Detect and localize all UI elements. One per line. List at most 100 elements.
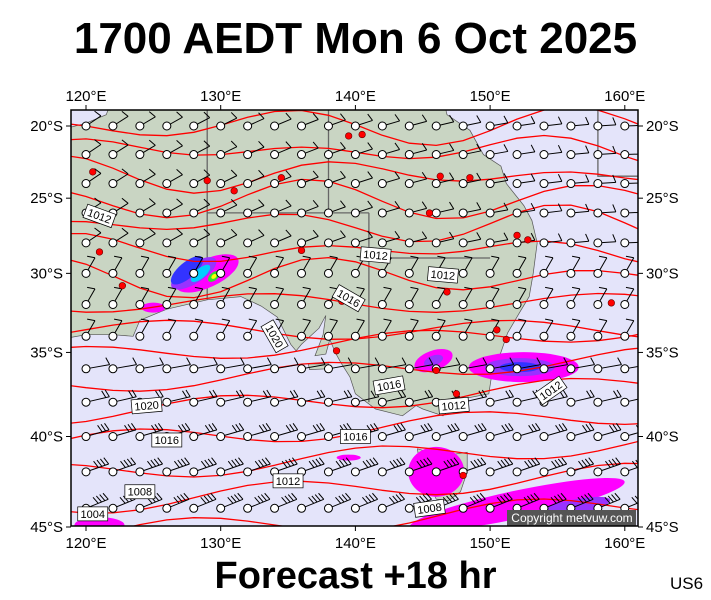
wind-barb-feather xyxy=(240,357,245,365)
wind-barb-feather xyxy=(527,495,533,503)
city-dot xyxy=(358,130,366,139)
wind-station xyxy=(485,268,495,278)
wind-barb-feather xyxy=(293,389,299,398)
wind-station xyxy=(243,467,253,477)
wind-station xyxy=(377,331,387,341)
wind-barb-feather xyxy=(346,423,352,431)
wind-barb-feather xyxy=(318,457,325,465)
wind-barb-feather xyxy=(469,496,476,504)
wind-station xyxy=(323,397,333,407)
wind-barb-feather xyxy=(530,202,536,211)
wind-barb-feather xyxy=(491,255,500,259)
wind-barb-feather xyxy=(101,390,107,398)
wind-barb-feather xyxy=(561,457,568,465)
wind-barb-feather xyxy=(394,230,401,239)
wind-station xyxy=(323,268,333,278)
wind-station xyxy=(566,364,576,374)
wind-barb-feather xyxy=(530,494,537,501)
wind-barb-feather xyxy=(644,390,648,397)
wind-barb-feather xyxy=(238,423,245,431)
wind-barb-feather xyxy=(234,458,241,466)
wind-barb-feather xyxy=(640,391,644,398)
wind-barb-feather xyxy=(389,460,396,468)
isobar-label: 1012 xyxy=(272,473,304,489)
wind-barb-feather xyxy=(503,115,509,124)
wind-station xyxy=(404,397,414,407)
wind-barb-feather xyxy=(571,255,581,259)
wind-station xyxy=(431,331,441,341)
wind-barb-feather xyxy=(588,457,595,465)
wind-barb-feather xyxy=(557,145,563,153)
wind-station xyxy=(323,150,333,160)
wind-barb-feather xyxy=(347,389,353,398)
wind-station xyxy=(108,299,118,309)
wind-station xyxy=(108,238,118,248)
wind-barb-feather xyxy=(230,495,237,503)
wind-station xyxy=(270,121,280,131)
wind-station xyxy=(458,331,468,341)
wind-station xyxy=(404,432,414,442)
wind-barb-feather xyxy=(557,458,564,466)
city-dot xyxy=(452,390,461,398)
wind-barb-feather xyxy=(312,113,319,120)
isobar-label: 1020 xyxy=(130,396,163,415)
wind-station xyxy=(108,364,118,374)
wind-barb-feather xyxy=(258,169,265,177)
isobar-label-box xyxy=(533,375,568,406)
wind-barb-feather xyxy=(173,460,180,468)
wind-barb-feather xyxy=(314,494,321,501)
wind-station xyxy=(81,364,91,374)
wind-station xyxy=(162,299,172,309)
wind-station xyxy=(593,268,603,278)
wind-station xyxy=(593,397,603,407)
wind-barb-feather xyxy=(130,457,137,465)
wind-barb-feather xyxy=(607,495,614,503)
wind-barb-feather xyxy=(335,460,342,468)
wind-barb-feather xyxy=(211,457,217,465)
wind-station xyxy=(297,364,307,374)
wind-barb-feather xyxy=(230,112,238,119)
wind-barb-feather xyxy=(449,201,455,210)
wind-station xyxy=(243,397,253,407)
wind-barb-feather xyxy=(176,495,183,503)
wind-barb-feather xyxy=(580,495,587,503)
isobar xyxy=(71,178,638,220)
wind-barb-feather xyxy=(419,495,426,503)
wind-barb-feather xyxy=(392,495,399,503)
wind-station xyxy=(162,121,172,131)
wind-station xyxy=(539,179,549,189)
wind-station xyxy=(485,397,495,407)
wind-barb-feather xyxy=(211,423,218,431)
wind-station xyxy=(216,503,226,513)
isobar xyxy=(71,347,638,392)
wind-barb-feather xyxy=(119,496,126,504)
isobar-label: 1016 xyxy=(151,432,183,448)
wind-barb-feather xyxy=(367,113,373,121)
wind-station xyxy=(297,150,307,160)
wind-barb-feather xyxy=(126,458,133,466)
wind-station xyxy=(377,179,387,189)
isobar-label: 1016 xyxy=(372,375,406,396)
wind-barb-feather xyxy=(396,458,403,466)
wind-barb-feather xyxy=(208,424,214,432)
wind-station xyxy=(135,208,145,218)
wind-barb-feather xyxy=(312,199,319,207)
wind-barb-feather xyxy=(87,318,96,322)
wind-barb-feather xyxy=(507,457,514,465)
wind-barb-feather xyxy=(639,459,644,465)
wind-barb-feather xyxy=(388,496,395,504)
wind-barb-feather xyxy=(419,459,426,467)
wind-barb-feather xyxy=(530,232,536,241)
wind-barb-feather xyxy=(291,457,298,465)
wind-barb-feather xyxy=(503,494,510,501)
isobar-label-text: 1016 xyxy=(155,435,179,447)
australia-land xyxy=(71,110,538,417)
wind-station xyxy=(431,467,441,477)
wind-barb-feather xyxy=(254,460,261,468)
wind-barb-feather xyxy=(410,318,419,322)
wind-barb-feather xyxy=(87,255,96,259)
wind-barb-feather xyxy=(329,318,338,322)
wind-station xyxy=(189,299,199,309)
wind-station xyxy=(270,364,280,374)
wind-barb-feather xyxy=(293,357,299,365)
